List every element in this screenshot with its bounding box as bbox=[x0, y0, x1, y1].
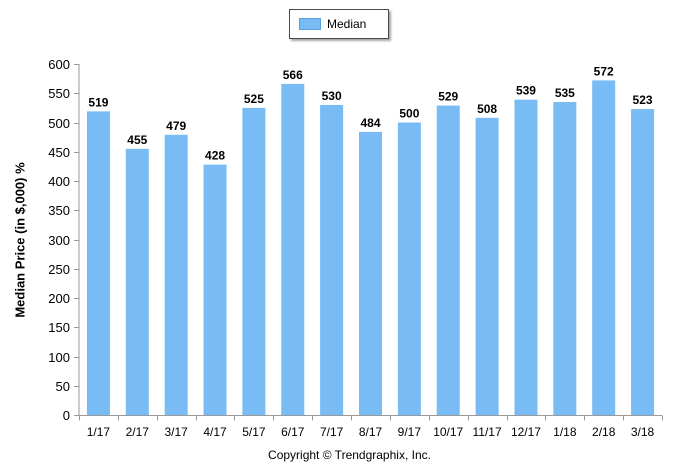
bar-value-label: 566 bbox=[283, 68, 303, 82]
x-tick-label: 4/17 bbox=[203, 425, 227, 439]
bar bbox=[86, 111, 110, 415]
bar-value-label: 519 bbox=[88, 95, 108, 109]
legend: Median bbox=[289, 9, 389, 39]
bar bbox=[514, 99, 538, 415]
bar-value-labels: 519 455 479 428 525 566 530 484 500 529 508 539 535 5… bbox=[88, 64, 652, 162]
x-tick-label: 2/17 bbox=[126, 425, 150, 439]
bar bbox=[320, 104, 344, 415]
x-tick-label: 10/17 bbox=[433, 425, 463, 439]
y-tick-label: 600 bbox=[48, 57, 70, 72]
bar bbox=[242, 107, 266, 415]
bar-value-label: 500 bbox=[399, 107, 419, 121]
x-tick-label: 3/18 bbox=[631, 425, 655, 439]
bar bbox=[164, 134, 188, 415]
bar-value-label: 523 bbox=[633, 93, 653, 107]
legend-label-median: Median bbox=[327, 17, 367, 31]
y-tick-label: 400 bbox=[48, 174, 70, 189]
bar bbox=[203, 164, 227, 415]
bar-value-label: 455 bbox=[127, 133, 147, 147]
x-tick-label: 7/17 bbox=[320, 425, 344, 439]
x-tick-label: 11/17 bbox=[473, 425, 502, 439]
bar-value-label: 508 bbox=[477, 102, 497, 116]
x-tick-label: 5/17 bbox=[242, 425, 266, 439]
x-tick-label: 12/17 bbox=[511, 425, 541, 439]
y-tick-label: 350 bbox=[48, 203, 70, 218]
x-tick-label: 9/17 bbox=[398, 425, 422, 439]
bar bbox=[631, 109, 655, 416]
x-tick-label: 6/17 bbox=[281, 425, 305, 439]
bar-value-label: 479 bbox=[166, 119, 186, 133]
bar-value-label: 525 bbox=[244, 92, 264, 106]
y-tick-label: 550 bbox=[48, 86, 70, 101]
bar bbox=[125, 148, 149, 415]
bar bbox=[592, 80, 616, 415]
y-tick-label: 150 bbox=[48, 320, 70, 335]
y-tick-label: 500 bbox=[48, 116, 70, 131]
y-tick-label: 300 bbox=[48, 233, 70, 248]
bar bbox=[359, 131, 382, 416]
x-tick-label: 2/18 bbox=[592, 425, 616, 439]
bar bbox=[475, 117, 499, 415]
y-tick-label: 200 bbox=[48, 291, 70, 306]
bars bbox=[86, 80, 655, 416]
bar-value-label: 529 bbox=[438, 90, 458, 104]
y-axis: 0 50 100 150 200 250 300 350 400 450 500 550 600 bbox=[48, 57, 80, 423]
x-tick-label: 1/18 bbox=[553, 425, 577, 439]
bar-value-label: 572 bbox=[594, 64, 614, 78]
y-axis-title: Median Price (in $,000) % bbox=[12, 162, 28, 318]
y-tick-label: 450 bbox=[48, 145, 70, 160]
legend-swatch-median bbox=[299, 18, 321, 30]
bar-value-label: 428 bbox=[205, 149, 225, 163]
x-axis: 1/17 2/17 3/17 4/17 5/17 6/17 7/17 8/17 9/17 10/1… bbox=[79, 415, 663, 439]
y-tick-label: 50 bbox=[56, 379, 70, 394]
x-tick-label: 3/17 bbox=[164, 425, 188, 439]
y-tick-label: 0 bbox=[63, 408, 70, 423]
bar-value-label: 484 bbox=[360, 116, 380, 130]
bar bbox=[553, 102, 577, 416]
bar bbox=[281, 83, 305, 415]
x-tick-label: 1/17 bbox=[87, 425, 111, 439]
bar-value-label: 530 bbox=[322, 89, 342, 103]
y-tick-label: 250 bbox=[48, 262, 70, 277]
x-tick-label: 8/17 bbox=[359, 425, 383, 439]
bar-value-label: 535 bbox=[555, 86, 575, 100]
copyright-text: Copyright © Trendgraphix, Inc. bbox=[268, 448, 431, 462]
bar-value-label: 539 bbox=[516, 84, 536, 98]
bar bbox=[397, 122, 421, 415]
y-tick-label: 100 bbox=[48, 350, 70, 365]
bar bbox=[436, 105, 460, 415]
